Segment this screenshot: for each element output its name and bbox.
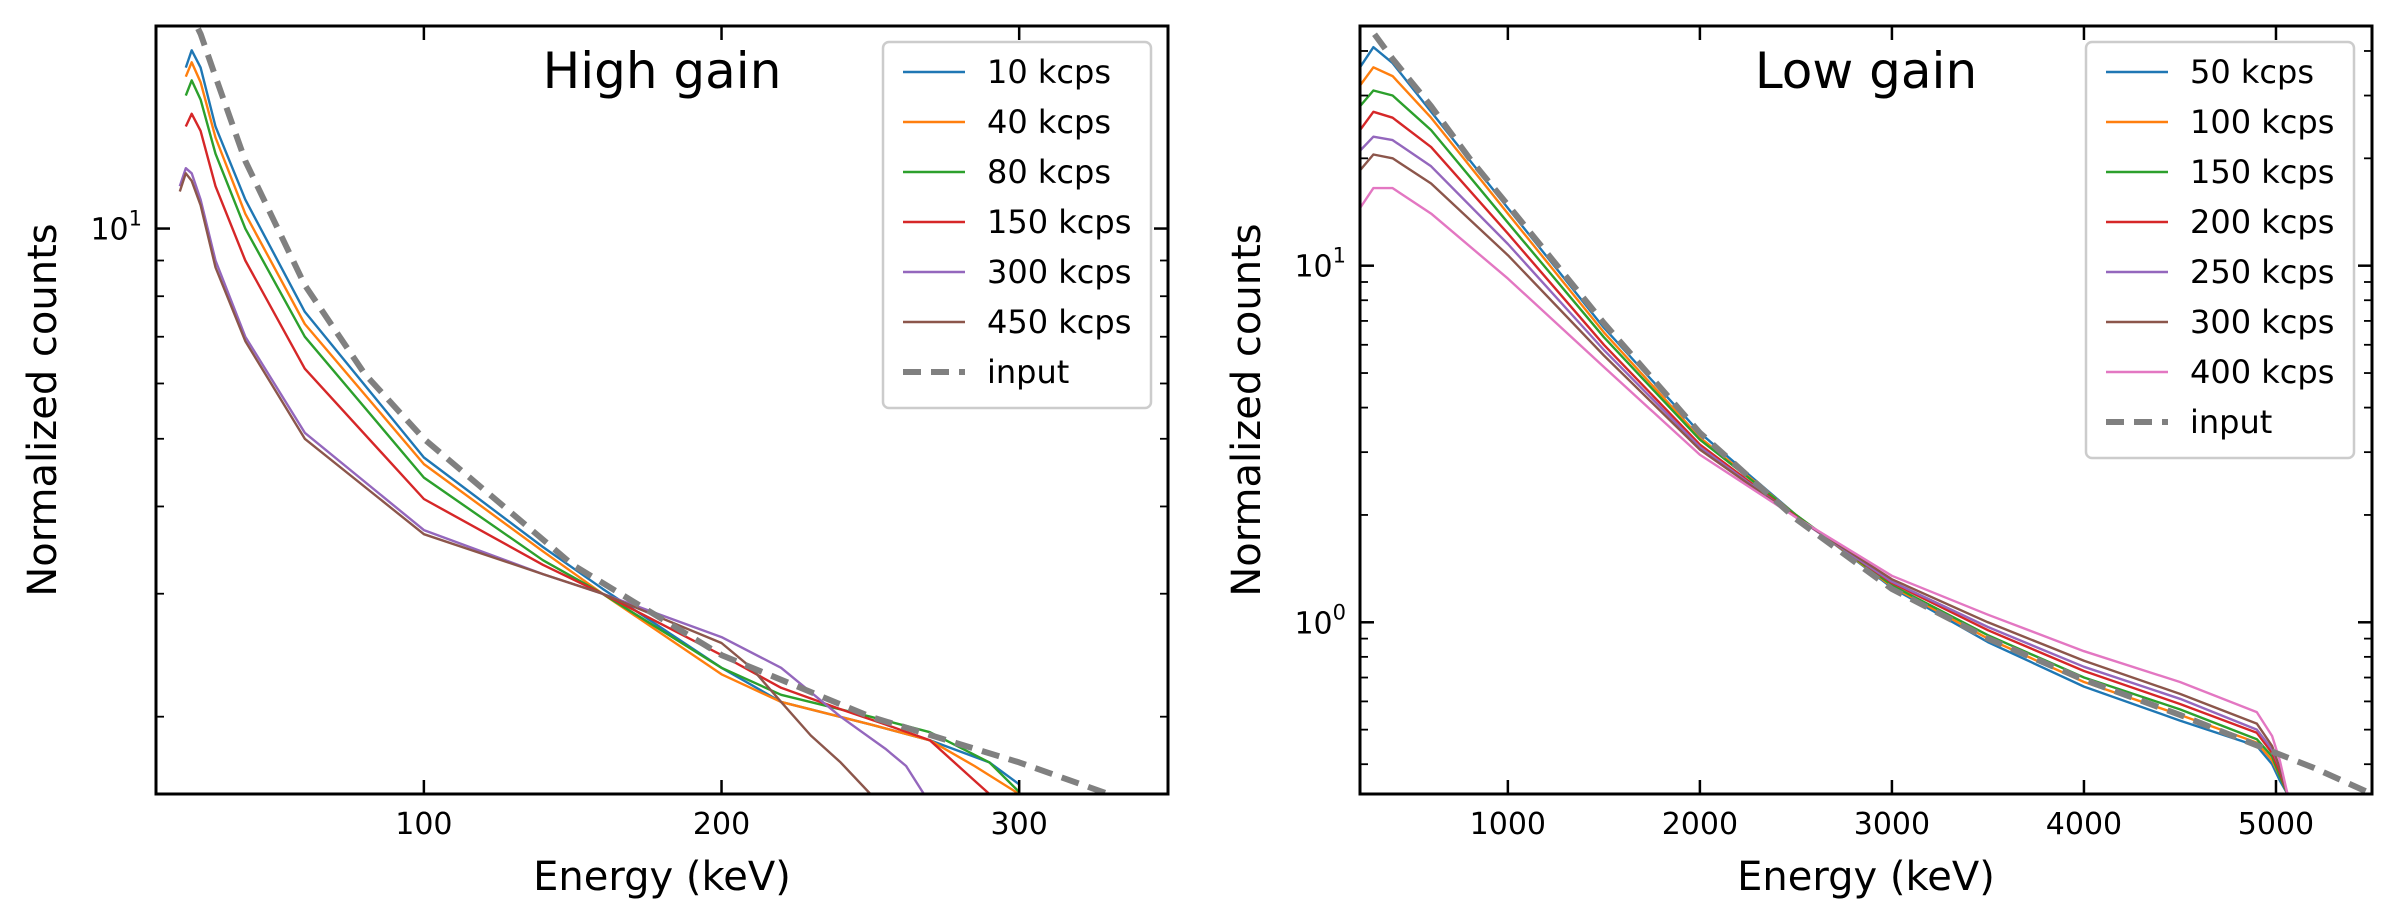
high-gain-legend-frame: [881, 40, 1153, 410]
low-gain-legend-label-300-kcps: 300 kcps: [2190, 303, 2334, 341]
low-gain-legend-label-100-kcps: 100 kcps: [2190, 103, 2334, 141]
low-gain-legend-label-50-kcps: 50 kcps: [2190, 53, 2314, 91]
high-gain-legend-label-40-kcps: 40 kcps: [987, 103, 1111, 141]
high-gain-x-axis-label: Energy (keV): [533, 854, 791, 900]
low-gain-legend: 50 kcps 100 kcps 150 kcps 200 kcps 250 kcps 3…: [2084, 40, 2356, 460]
low-gain-series-input: [1365, 26, 2372, 794]
high-gain-series-input: [193, 26, 1110, 794]
high-gain-y-ticks: 101: [90, 207, 1168, 718]
low-gain-legend-label-400-kcps: 400 kcps: [2190, 353, 2334, 391]
high-gain-y-axis-label: Normalized counts: [20, 223, 66, 596]
high-gain-y-tick-label-exponent: 1: [129, 207, 142, 231]
high-gain-x-tick-label-100: 100: [395, 807, 452, 842]
high-gain-legend-label-80-kcps: 80 kcps: [987, 153, 1111, 191]
high-gain-series-group: [178, 26, 1110, 794]
low-gain-legend-label-input: input: [2190, 403, 2272, 441]
high-gain-series-150-kcps: [184, 112, 991, 794]
low-gain-y-tick-label-base: 10: [1294, 606, 1332, 641]
low-gain-series-400-kcps: [1360, 186, 2289, 794]
high-gain-y-tick-label-10: 101: [90, 207, 142, 248]
low-gain-y-tick-label-base: 10: [1294, 250, 1332, 285]
low-gain-x-tick-label-2000: 2000: [1662, 807, 1738, 842]
low-gain-x-tick-label-5000: 5000: [2238, 807, 2314, 842]
low-gain-y-tick-label-exponent: 0: [1333, 600, 1346, 624]
high-gain-x-tick-label-200: 200: [693, 807, 750, 842]
low-gain-y-axis-label: Normalized counts: [1224, 223, 1270, 596]
high-gain-panel: 100 200 300 101 High gain Energy (keV) Nor…: [20, 24, 1170, 900]
high-gain-plot-content: [178, 26, 1110, 794]
high-gain-legend-label-input: input: [987, 353, 1069, 391]
high-gain-x-ticks: 100 200 300: [395, 26, 1048, 842]
low-gain-y-tick-label-exponent: 1: [1333, 244, 1346, 268]
low-gain-x-tick-label-3000: 3000: [1854, 807, 1930, 842]
low-gain-x-ticks: 1000 2000 3000 4000 5000: [1470, 26, 2314, 842]
low-gain-x-tick-label-4000: 4000: [2046, 807, 2122, 842]
high-gain-legend-label-300-kcps: 300 kcps: [987, 253, 1131, 291]
low-gain-legend-label-150-kcps: 150 kcps: [2190, 153, 2334, 191]
low-gain-legend-label-250-kcps: 250 kcps: [2190, 253, 2334, 291]
low-gain-x-tick-label-1000: 1000: [1470, 807, 1546, 842]
low-gain-y-tick-label-1: 100: [1294, 600, 1346, 641]
low-gain-title: Low gain: [1755, 42, 1977, 100]
low-gain-legend-frame: [2084, 40, 2356, 460]
high-gain-y-tick-label-base: 10: [90, 213, 128, 248]
high-gain-legend-label-450-kcps: 450 kcps: [987, 303, 1131, 341]
high-gain-legend-label-150-kcps: 150 kcps: [987, 203, 1131, 241]
low-gain-y-tick-label-10: 101: [1294, 244, 1346, 285]
high-gain-series-450-kcps: [178, 172, 872, 794]
high-gain-x-tick-label-300: 300: [991, 807, 1048, 842]
low-gain-x-axis-label: Energy (keV): [1737, 854, 1995, 900]
low-gain-legend-label-200-kcps: 200 kcps: [2190, 203, 2334, 241]
high-gain-legend: 10 kcps 40 kcps 80 kcps 150 kcps 300 kcps 450…: [881, 40, 1153, 410]
high-gain-series-300-kcps: [178, 166, 925, 794]
low-gain-series-group: [1360, 26, 2372, 794]
high-gain-legend-label-10-kcps: 10 kcps: [987, 53, 1111, 91]
low-gain-series-300-kcps: [1360, 153, 2289, 794]
high-gain-axes-frame: [154, 24, 1170, 796]
high-gain-series-40-kcps: [184, 61, 1020, 794]
high-gain-title: High gain: [543, 42, 782, 100]
low-gain-axes-frame: [1358, 24, 2374, 796]
low-gain-plot-content: [1360, 26, 2372, 794]
